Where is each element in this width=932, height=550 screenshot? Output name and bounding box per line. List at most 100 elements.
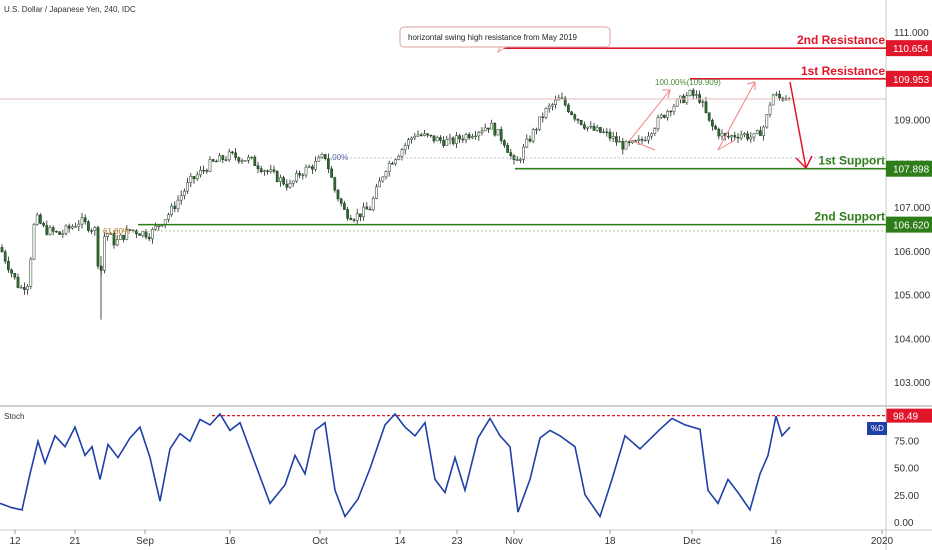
candle-body — [570, 111, 573, 115]
candle-body — [183, 190, 186, 196]
candle-body — [247, 156, 250, 161]
candle-body — [605, 131, 609, 133]
candle-body — [762, 126, 765, 136]
candle-body — [749, 136, 753, 140]
price-tick-label: 107.000 — [894, 203, 931, 214]
candle-body — [701, 101, 705, 103]
candle-body — [333, 177, 337, 191]
candle-body — [90, 230, 93, 232]
candle-body — [656, 117, 660, 130]
price-tick-label: 106.000 — [894, 247, 931, 258]
candle-body — [458, 135, 461, 140]
candle-body — [3, 251, 7, 262]
candle-body — [45, 225, 49, 235]
candle-body — [42, 223, 45, 226]
candle-body — [330, 168, 333, 178]
candle-body — [563, 97, 567, 106]
candle-body — [192, 176, 196, 180]
candle-body — [451, 137, 455, 144]
candle-body — [291, 180, 295, 184]
candle-body — [240, 160, 244, 162]
candle-body — [10, 269, 13, 274]
candle-body — [288, 183, 292, 188]
candle-body — [544, 108, 548, 118]
candle-body — [16, 276, 20, 288]
candle-body — [669, 110, 673, 113]
candle-body — [208, 159, 212, 172]
svg-text:%D: %D — [871, 424, 884, 433]
candle-body — [602, 131, 605, 133]
candle-body — [237, 157, 241, 162]
candle-body — [663, 114, 666, 118]
candle-body — [29, 258, 33, 287]
candle-body — [528, 138, 532, 142]
candle-body — [109, 233, 113, 235]
candle-body — [695, 94, 698, 96]
callout-text: horizontal swing high resistance from Ma… — [408, 33, 578, 42]
candle-body — [643, 139, 647, 142]
candle-body — [39, 214, 42, 224]
candle-body — [327, 158, 330, 170]
level-label: 2nd Support — [814, 210, 885, 224]
stoch-pane[interactable]: 98.49 — [212, 408, 932, 423]
candle-body — [314, 161, 317, 170]
candle-body — [618, 140, 621, 143]
candle-body — [128, 229, 132, 231]
candle-body — [659, 114, 663, 118]
candle-body — [135, 230, 138, 235]
candle-body — [202, 169, 205, 172]
candle-body — [234, 152, 237, 158]
candle-body — [195, 174, 199, 180]
time-tick-label: 23 — [451, 536, 463, 547]
candle-body — [285, 183, 289, 188]
candle-body — [362, 206, 365, 218]
candle-body — [608, 131, 612, 139]
candle-body — [400, 149, 404, 157]
candle-body — [205, 170, 209, 172]
time-tick-label: Oct — [312, 536, 328, 547]
candle-body — [7, 260, 10, 271]
stoch-tick-label: 75.00 — [894, 436, 919, 447]
candle-body — [211, 159, 215, 162]
candle-body — [589, 125, 593, 128]
candle-body — [439, 137, 442, 141]
candle-body — [368, 208, 372, 211]
level-price-value: 106.620 — [893, 221, 930, 232]
time-axis[interactable]: 12 21 Sep 16 Oct 14 23 Nov 18 Dec 16 2020 — [9, 530, 894, 547]
candle-body — [771, 94, 775, 106]
candle-body — [499, 129, 503, 141]
candle-body — [522, 146, 525, 160]
candle-body — [429, 134, 433, 137]
candle-body — [573, 114, 577, 120]
candle-body — [359, 213, 362, 218]
candle-body — [103, 236, 106, 271]
candle-body — [471, 136, 474, 139]
candle-body — [304, 166, 308, 176]
candle-body — [355, 213, 359, 221]
candle-body — [515, 159, 519, 161]
candle-body — [426, 133, 429, 136]
candle-body — [352, 219, 356, 221]
candle-body — [736, 136, 740, 139]
candle-body — [755, 130, 759, 134]
candle-body — [147, 236, 151, 240]
candle-body — [448, 137, 452, 140]
candle-body — [538, 116, 541, 130]
candle-body — [13, 273, 17, 278]
level-price-tag — [886, 160, 932, 177]
stoch-axis[interactable]: 75.00 50.00 25.00 0.00 — [894, 436, 919, 529]
candle-body — [519, 159, 522, 161]
candle-body — [243, 160, 247, 162]
stoch-d-line — [0, 412, 791, 519]
candle-body — [611, 136, 615, 139]
candle-body — [295, 173, 298, 182]
fib-label-618: 61.80% — [103, 227, 130, 236]
candle-body — [621, 140, 625, 150]
candle-body — [61, 233, 65, 235]
candle-body — [711, 120, 714, 127]
candle-body — [378, 180, 381, 188]
candle-body — [71, 226, 74, 229]
candle-body — [730, 135, 733, 138]
time-tick-label: 12 — [9, 536, 21, 547]
